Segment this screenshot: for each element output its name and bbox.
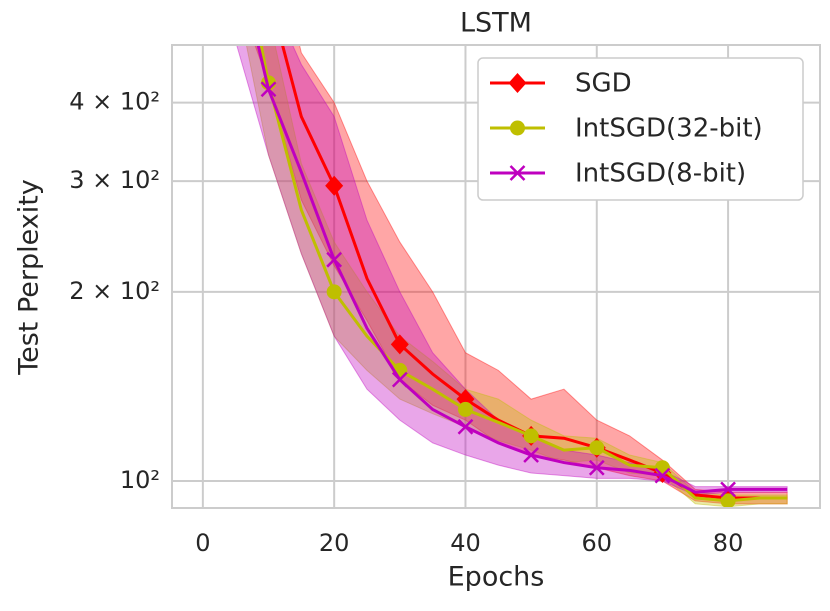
marker bbox=[260, 81, 277, 98]
marker bbox=[457, 401, 473, 417]
marker bbox=[509, 165, 526, 181]
legend-label: IntSGD(8-bit) bbox=[575, 159, 746, 189]
x-tick-label: 0 bbox=[195, 529, 210, 557]
y-tick-label: 4 × 10² bbox=[69, 88, 160, 116]
marker bbox=[391, 371, 408, 388]
marker bbox=[588, 459, 605, 476]
marker bbox=[654, 467, 671, 484]
x-tick-label: 60 bbox=[582, 529, 613, 557]
x-tick-label: 80 bbox=[713, 529, 744, 557]
legend-label: SGD bbox=[575, 69, 632, 99]
marker bbox=[325, 175, 344, 196]
y-tick-label: 3 × 10² bbox=[69, 166, 160, 194]
marker bbox=[720, 481, 736, 498]
legend-label: IntSGD(32-bit) bbox=[575, 114, 763, 144]
x-tick-label: 40 bbox=[450, 529, 481, 557]
marker bbox=[523, 447, 540, 463]
marker bbox=[654, 460, 670, 476]
line bbox=[259, 45, 788, 503]
x-tick-label: 20 bbox=[319, 529, 350, 557]
plot-area bbox=[236, 0, 788, 508]
legend: SGD IntSGD(32-bit) IntSGD(8-bit) bbox=[477, 57, 804, 201]
marker bbox=[260, 0, 278, 2]
marker bbox=[457, 418, 474, 435]
y-tick-label: 2 × 10² bbox=[69, 277, 160, 305]
chart-title: LSTM bbox=[460, 8, 532, 39]
y-axis-label: Test Perplexity bbox=[14, 179, 45, 376]
confidence-band bbox=[245, 45, 788, 508]
marker bbox=[720, 493, 736, 508]
confidence-band bbox=[236, 45, 788, 496]
marker bbox=[390, 334, 409, 355]
marker bbox=[326, 251, 343, 268]
x-axis-label: Epochs bbox=[448, 562, 545, 593]
legend-box bbox=[477, 57, 804, 201]
marker bbox=[589, 440, 605, 456]
marker bbox=[508, 73, 527, 93]
line bbox=[256, 45, 788, 494]
marker bbox=[326, 284, 342, 300]
marker bbox=[523, 428, 539, 444]
plot-frame bbox=[171, 44, 821, 509]
marker bbox=[510, 120, 525, 136]
y-tick-label: 10² bbox=[120, 466, 160, 494]
